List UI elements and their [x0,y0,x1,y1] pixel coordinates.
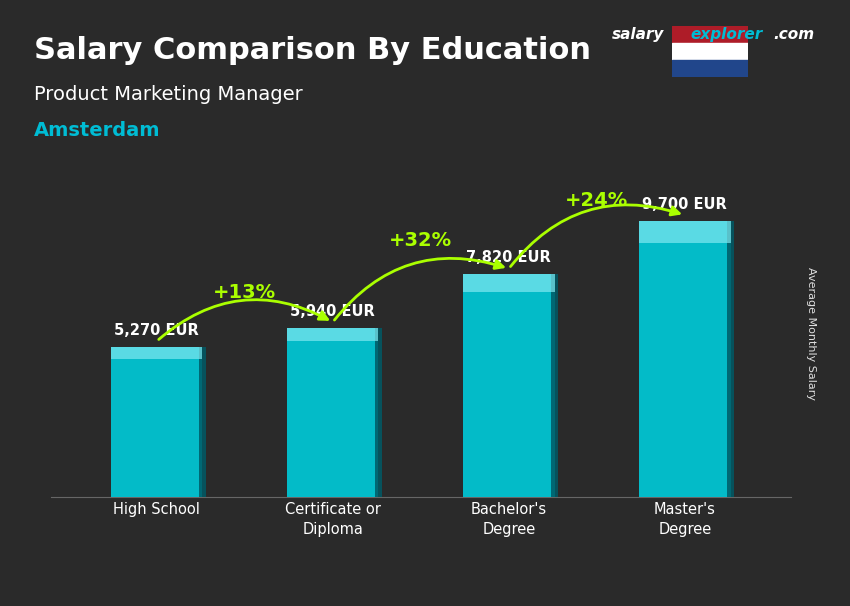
Text: Salary Comparison By Education: Salary Comparison By Education [34,36,591,65]
Bar [728,221,734,497]
Bar [376,328,382,497]
Bar [199,347,206,497]
Text: +32%: +32% [389,231,452,250]
Bar [287,328,378,341]
Bar [672,26,748,43]
Bar [110,347,202,359]
Text: Average Monthly Salary: Average Monthly Salary [806,267,816,400]
Bar [552,275,558,497]
Text: 9,700 EUR: 9,700 EUR [643,197,728,211]
Bar [287,328,378,497]
Bar [463,275,554,497]
Bar [110,347,202,497]
Text: +24%: +24% [565,191,628,210]
Bar [463,275,554,292]
Bar [672,60,748,77]
Text: .com: .com [774,27,814,42]
Text: 5,940 EUR: 5,940 EUR [291,304,375,319]
Text: Product Marketing Manager: Product Marketing Manager [34,85,303,104]
Bar [639,221,731,243]
Text: +13%: +13% [213,282,276,302]
Text: 5,270 EUR: 5,270 EUR [114,323,199,338]
Bar [639,221,731,497]
Text: 7,820 EUR: 7,820 EUR [467,250,551,265]
Text: Amsterdam: Amsterdam [34,121,161,140]
Bar [672,43,748,60]
Text: explorer: explorer [690,27,762,42]
Text: salary: salary [612,27,665,42]
